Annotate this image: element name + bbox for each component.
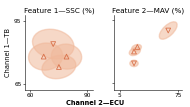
Point	[136, 46, 139, 48]
Ellipse shape	[129, 47, 140, 56]
Point	[132, 62, 135, 64]
Ellipse shape	[28, 43, 63, 70]
Ellipse shape	[159, 22, 177, 39]
Point	[57, 66, 60, 68]
Text: Channel 2—ECU: Channel 2—ECU	[66, 100, 124, 106]
Title: Feature 1—SSC (%): Feature 1—SSC (%)	[24, 7, 94, 14]
Title: Feature 2—MAV (%): Feature 2—MAV (%)	[112, 7, 184, 14]
Point	[65, 56, 68, 57]
Point	[52, 43, 55, 45]
Ellipse shape	[130, 60, 138, 67]
Ellipse shape	[51, 44, 82, 69]
Point	[167, 30, 170, 31]
Ellipse shape	[132, 45, 141, 51]
Ellipse shape	[42, 55, 76, 79]
Y-axis label: Channel 1—TB: Channel 1—TB	[5, 28, 11, 77]
Point	[132, 51, 135, 52]
Ellipse shape	[32, 29, 74, 59]
Point	[42, 56, 45, 57]
